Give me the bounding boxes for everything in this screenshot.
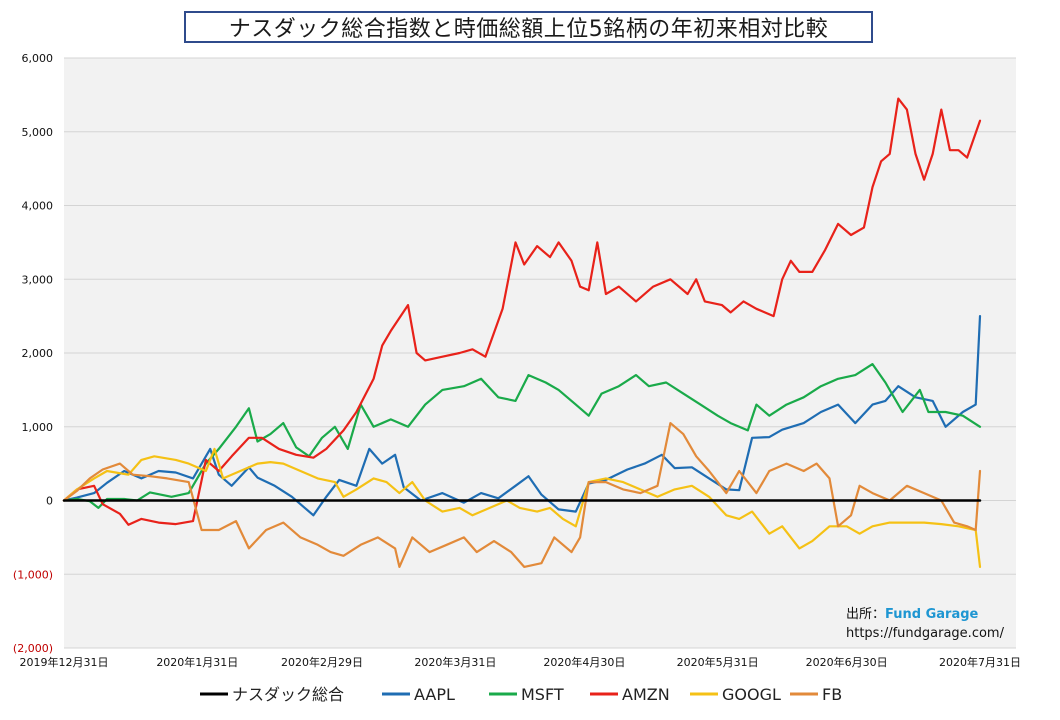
legend-label: ナスダック総合 [232,685,344,704]
x-axis-ticks: 2019年12月31日 2020年1月31日 2020年2月29日 2020年3月31… [20,655,1022,669]
legend: ナスダック総合 AAPL MSFT AMZN GOOGL FB [200,685,842,704]
source-credit: 出所：Fund Garage [846,603,978,622]
source-url: https://fundgarage.com/ [846,626,1004,641]
y-tick-label: (1,000) [13,568,53,581]
y-tick-label: (2,000) [13,642,53,655]
x-tick-label: 2020年2月29日 [281,655,363,669]
x-tick-label: 2020年1月31日 [156,655,238,669]
legend-label: AMZN [622,685,670,704]
series-lines [62,97,982,568]
y-tick-label: 4,000 [22,200,54,213]
x-tick-label: 2020年4月30日 [543,655,625,669]
series-line [62,315,982,517]
legend-label: AAPL [414,685,455,704]
series-line [62,422,982,568]
series-line [62,97,982,526]
y-tick-label: 1,000 [22,421,54,434]
legend-label: FB [822,685,842,704]
y-tick-label: 0 [46,495,53,508]
y-tick-label: 6,000 [22,52,54,65]
source-label: 出所： [846,607,886,622]
y-tick-label: 3,000 [22,273,54,286]
legend-label: GOOGL [722,685,781,704]
legend-label: MSFT [521,685,564,704]
y-axis-ticks: 6,000 5,000 4,000 3,000 2,000 1,000 0 (1,000) (2… [13,52,53,655]
source-brand: Fund Garage [885,607,979,622]
series-line [62,447,982,568]
y-tick-label: 5,000 [22,126,54,139]
chart-title: ナスダック総合指数と時価総額上位5銘柄の年初来相対比較 [184,11,873,43]
y-tick-label: 2,000 [22,347,54,360]
x-tick-label: 2019年12月31日 [20,655,109,669]
x-tick-label: 2020年5月31日 [677,655,759,669]
x-tick-label: 2020年3月31日 [414,655,496,669]
x-tick-label: 2020年6月30日 [806,655,888,669]
x-tick-label: 2020年7月31日 [939,655,1021,669]
